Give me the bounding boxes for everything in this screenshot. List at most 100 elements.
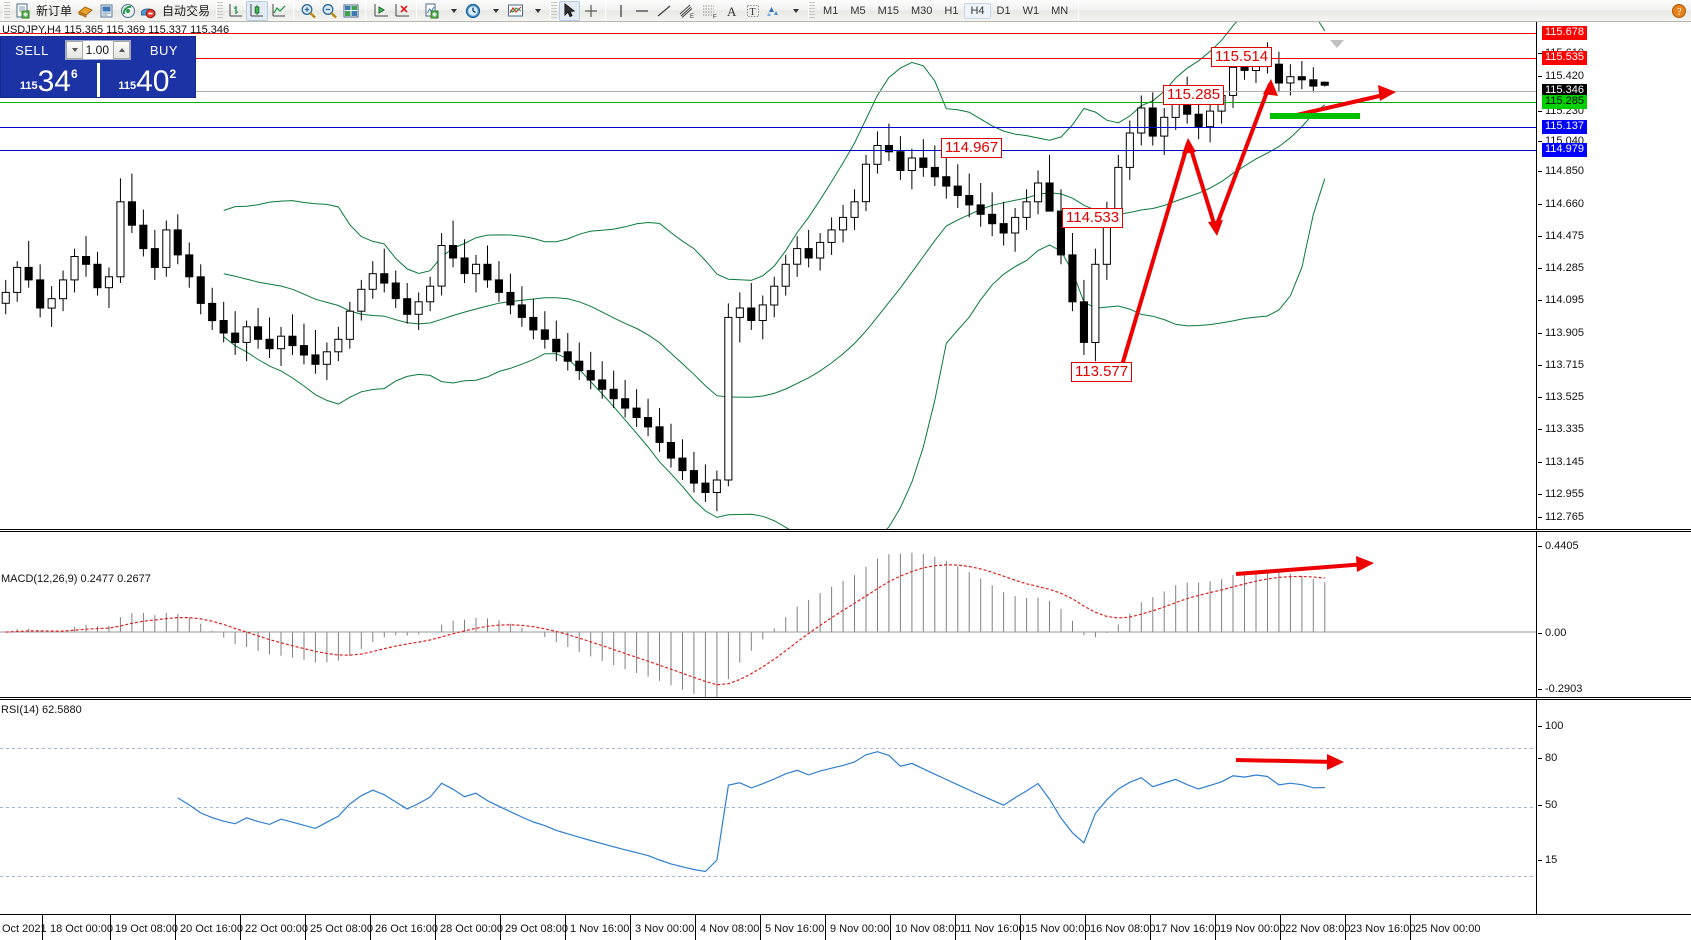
time-label: 11 Nov 16:00 xyxy=(960,923,1025,935)
rsi-axis[interactable]: 100 80 50 15 xyxy=(1538,700,1691,914)
trendline-icon[interactable] xyxy=(653,1,675,21)
level-tag-115137[interactable]: 115.137 xyxy=(1542,120,1587,134)
rsi-plot-area[interactable] xyxy=(0,700,1537,914)
shapes-icon[interactable] xyxy=(763,1,784,21)
auto-scroll-icon[interactable] xyxy=(391,1,412,21)
time-label: 22 Nov 08:00 xyxy=(1285,923,1351,935)
anno-115285[interactable]: 115.285 xyxy=(1163,85,1225,105)
anno-114533[interactable]: 114.533 xyxy=(1062,208,1124,228)
price-chart-pane[interactable]: 115.610 115.420 115.230 115.040 114.850 … xyxy=(0,22,1691,530)
time-label: 22 Oct 00:00 xyxy=(245,923,308,935)
help-icon[interactable]: ? xyxy=(1668,1,1689,21)
period-icon[interactable] xyxy=(463,1,484,21)
shapes-dropdown-icon[interactable] xyxy=(784,1,805,21)
period-dropdown-icon[interactable] xyxy=(484,1,505,21)
indicators-icon[interactable] xyxy=(421,1,442,21)
crosshair-icon[interactable] xyxy=(580,1,601,21)
price-tick: 114.095 xyxy=(1545,294,1584,306)
volume-stepper[interactable]: 1.00 xyxy=(65,40,131,60)
toolbar-grip-3[interactable] xyxy=(550,1,558,20)
bid-price-tag[interactable]: 115.346 xyxy=(1542,84,1587,98)
anno-113577[interactable]: 113.577 xyxy=(1071,362,1133,382)
signals-icon[interactable] xyxy=(117,1,138,21)
one-click-trade-prices: 115 34 6 115 40 2 xyxy=(1,63,195,97)
volume-input[interactable]: 1.00 xyxy=(85,43,109,57)
tab-timeframe-h1[interactable]: H1 xyxy=(944,4,959,17)
rsi-pane[interactable]: RSI(14) 62.5880 100 80 50 15 xyxy=(0,700,1691,914)
new-order-label[interactable]: 新订单 xyxy=(36,4,73,18)
time-label: 16 Nov 08:00 xyxy=(1090,923,1156,935)
chart-shift-icon[interactable] xyxy=(370,1,391,21)
level-line-115535 xyxy=(0,58,1536,59)
hline-icon[interactable] xyxy=(631,1,653,21)
buy-price-main: 40 xyxy=(136,65,170,98)
rsi-trend-arrow[interactable] xyxy=(0,700,1537,914)
resistance-tag-115535[interactable]: 115.535 xyxy=(1542,51,1587,65)
cursor-icon[interactable] xyxy=(559,0,581,21)
tab-timeframe-mn[interactable]: MN xyxy=(1051,4,1069,17)
rsi-tick: 50 xyxy=(1545,799,1558,811)
rsi-tick: 100 xyxy=(1545,720,1564,732)
macd-trend-arrow[interactable] xyxy=(0,532,1537,698)
resistance-tag-115678[interactable]: 115.678 xyxy=(1542,26,1587,40)
tab-timeframe-h4[interactable]: H4 xyxy=(964,2,991,19)
zoom-out-icon[interactable] xyxy=(319,1,340,21)
autotrading-label[interactable]: 自动交易 xyxy=(162,4,211,18)
bar-chart-icon[interactable] xyxy=(225,1,246,21)
rsi-label[interactable]: RSI(14) 62.5880 xyxy=(1,704,82,716)
macd-pane[interactable]: MACD(12,26,9) 0.2477 0.2677 0.4405 0.00 … xyxy=(0,532,1691,698)
time-axis[interactable]: Oct 2021 18 Oct 00:00 19 Oct 08:00 20 Oc… xyxy=(0,914,1691,940)
buy-button[interactable]: BUY xyxy=(149,42,179,58)
level-tag-114979[interactable]: 114.979 xyxy=(1542,143,1587,157)
macd-axis[interactable]: 0.4405 0.00 -0.2903 xyxy=(1538,532,1691,698)
price-tick: 113.525 xyxy=(1545,391,1584,403)
macd-label[interactable]: MACD(12,26,9) 0.2477 0.2677 xyxy=(1,573,151,585)
tab-timeframe-w1[interactable]: W1 xyxy=(1022,4,1040,17)
price-plot-area[interactable] xyxy=(0,22,1537,530)
fibonacci-icon[interactable]: F xyxy=(698,1,721,21)
volume-increase-button[interactable] xyxy=(113,41,130,59)
label-icon[interactable]: T xyxy=(742,1,763,21)
text-icon[interactable]: A xyxy=(721,1,742,21)
anno-115514[interactable]: 115.514 xyxy=(1211,47,1273,67)
templates-icon[interactable] xyxy=(505,1,526,21)
volume-decrease-button[interactable] xyxy=(66,41,83,59)
autotrading-icon[interactable] xyxy=(138,1,159,21)
toolbar-grip-2[interactable] xyxy=(216,1,224,20)
line-chart-icon[interactable] xyxy=(268,1,289,21)
candlestick-chart-icon[interactable] xyxy=(246,0,269,21)
sell-button[interactable]: SELL xyxy=(15,42,49,58)
time-label: 9 Nov 00:00 xyxy=(830,923,890,935)
tab-timeframe-m1[interactable]: M1 xyxy=(823,4,839,17)
sell-price[interactable]: 115 34 6 xyxy=(1,63,97,97)
new-order-icon[interactable] xyxy=(12,1,33,21)
anno-114967[interactable]: 114.967 xyxy=(941,138,1003,158)
vline-icon[interactable] xyxy=(610,1,631,21)
time-label: 25 Nov 00:00 xyxy=(1415,923,1481,935)
svg-text:?: ? xyxy=(1677,7,1682,18)
publisher-icon[interactable] xyxy=(96,1,117,21)
zoom-in-icon[interactable] xyxy=(298,1,319,21)
price-axis[interactable]: 115.610 115.420 115.230 115.040 114.850 … xyxy=(1538,22,1691,530)
price-tick: 113.145 xyxy=(1545,456,1584,468)
tab-timeframe-m15[interactable]: M15 xyxy=(877,4,899,17)
templates-dropdown-icon[interactable] xyxy=(526,1,547,21)
price-tick: 113.905 xyxy=(1545,327,1584,339)
tab-timeframe-d1[interactable]: D1 xyxy=(996,4,1011,17)
main-toolbar: 新订单 自动交易 xyxy=(0,0,1691,22)
toolbar-separator-5 xyxy=(1078,2,1080,19)
toolbar-grip-4[interactable] xyxy=(808,1,816,20)
rsi-series xyxy=(0,747,1536,877)
tab-timeframe-m30[interactable]: M30 xyxy=(911,4,933,17)
tile-windows-icon[interactable] xyxy=(340,1,361,21)
macd-plot-area[interactable] xyxy=(0,532,1537,698)
tab-timeframe-m5[interactable]: M5 xyxy=(850,4,866,17)
equidistant-channel-icon[interactable]: E xyxy=(675,1,698,21)
support-tag-115285[interactable]: 115.285 xyxy=(1542,95,1587,109)
indicators-dropdown-icon[interactable] xyxy=(442,1,463,21)
one-click-trade-panel[interactable]: SELL 1.00 BUY 115 34 6 115 40 2 xyxy=(0,36,196,98)
buy-price[interactable]: 115 40 2 xyxy=(100,63,196,97)
trend-annotation-layer[interactable] xyxy=(0,22,1537,530)
toolbar-grip[interactable] xyxy=(3,1,10,20)
charts-icon[interactable] xyxy=(75,1,96,21)
